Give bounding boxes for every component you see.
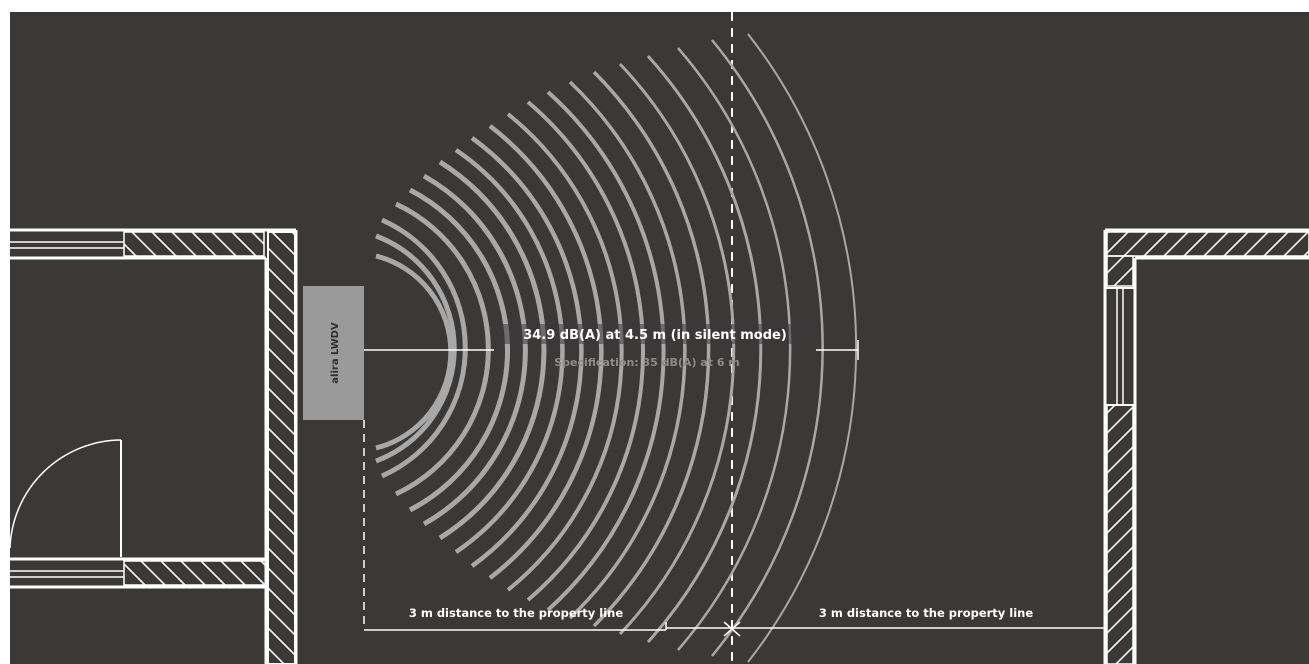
left-building xyxy=(9,228,298,664)
sound-wave-1 xyxy=(375,253,454,451)
right-building xyxy=(1103,228,1309,664)
right-side-wall-hatch xyxy=(1106,404,1134,664)
sound-wave-2 xyxy=(375,233,457,464)
sound-wave-7 xyxy=(438,159,547,541)
sound-wave-12 xyxy=(526,100,646,602)
sound-wave-18 xyxy=(677,47,792,651)
measurement-line xyxy=(364,340,859,360)
right-side-wall-upper-hatch xyxy=(1106,255,1134,287)
sound-wave-11 xyxy=(506,112,624,592)
heat-pump-unit: alira LWDV xyxy=(303,286,364,420)
unit-label: alira LWDV xyxy=(330,322,341,384)
right-top-wall-hatch xyxy=(1106,231,1309,257)
distance-lines xyxy=(364,621,1105,637)
sound-wave-17 xyxy=(646,54,763,644)
sound-wave-19 xyxy=(711,39,824,657)
sound-wave-20 xyxy=(747,33,858,663)
sound-wave-16 xyxy=(618,62,736,636)
door-swing-arc xyxy=(9,439,122,549)
sound-wave-5 xyxy=(408,187,511,513)
sound-wave-13 xyxy=(546,90,666,612)
sound-wave-9 xyxy=(470,136,584,568)
measurement-label: 34.9 dB(A) at 4.5 m (in silent mode) xyxy=(523,328,787,343)
left-side-wall-hatch xyxy=(267,231,296,664)
distance-label-left: 3 m distance to the property line xyxy=(409,606,624,620)
left-interior-wall-hatch xyxy=(123,560,267,586)
sound-wave-3 xyxy=(380,217,468,479)
sound-wave-15 xyxy=(592,70,711,628)
sound-wave-10 xyxy=(488,124,604,580)
distance-label-right: 3 m distance to the property line xyxy=(819,606,1034,620)
sound-wave-4 xyxy=(394,201,491,497)
measurement-label-backdrop xyxy=(496,324,814,344)
sound-wave-8 xyxy=(454,148,565,554)
unit-body xyxy=(303,286,364,420)
left-top-wall-hatch xyxy=(123,231,265,257)
specification-label: Specification: 35 dB(A) at 6 m xyxy=(554,356,740,369)
sound-waves xyxy=(375,33,858,663)
sound-wave-14 xyxy=(568,80,687,620)
sound-wave-6 xyxy=(422,173,528,527)
